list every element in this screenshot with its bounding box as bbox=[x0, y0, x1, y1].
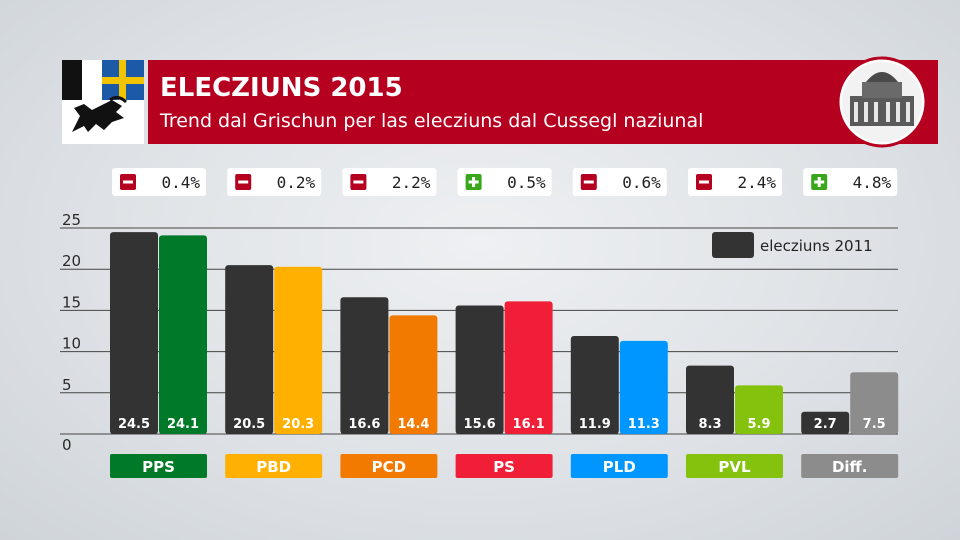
chart-subtitle: Trend dal Grischun per las elecziuns dal… bbox=[159, 110, 703, 132]
minus-icon bbox=[350, 174, 367, 190]
chart-title: ELECZIUNS 2015 bbox=[160, 73, 403, 103]
change-value: 4.8% bbox=[853, 173, 892, 192]
header-banner bbox=[148, 60, 938, 144]
y-tick-label: 5 bbox=[62, 376, 72, 394]
minus-icon bbox=[696, 174, 712, 190]
category-label: PLD bbox=[603, 458, 636, 476]
value-label-2015: 7.5 bbox=[863, 417, 886, 432]
graubuenden-coat-of-arms-icon bbox=[62, 60, 144, 144]
bars: 24.5 24.1 20.5 20.3 16.6 14.4 15.6 16.1 11.9 11.3… bbox=[110, 232, 899, 434]
category-box bbox=[455, 454, 553, 478]
federal-palace-icon bbox=[836, 56, 928, 148]
category-box bbox=[570, 454, 668, 478]
minus-icon bbox=[120, 174, 136, 190]
change-value: 0.4% bbox=[161, 173, 200, 192]
legend-label: elecziuns 2011 bbox=[760, 237, 873, 255]
bar-2011-pbd bbox=[225, 265, 274, 434]
value-label-2015: 16.1 bbox=[513, 417, 545, 432]
bar-2015-diff bbox=[850, 372, 899, 434]
value-label-2015: 5.9 bbox=[747, 417, 770, 432]
bar-2015-pld bbox=[619, 340, 668, 434]
change-value: 2.2% bbox=[392, 173, 431, 192]
minus-icon bbox=[580, 174, 597, 190]
category-label: Diff. bbox=[832, 458, 867, 476]
value-label-2015: 11.3 bbox=[628, 417, 660, 432]
value-label-2015: 24.1 bbox=[167, 417, 199, 432]
category-box bbox=[110, 454, 207, 478]
y-tick-label: 10 bbox=[62, 335, 81, 353]
legend: elecziuns 2011 bbox=[712, 232, 873, 258]
category-label: PVL bbox=[718, 458, 751, 476]
bar-2011-pvl bbox=[686, 365, 734, 434]
value-label-2011: 20.5 bbox=[233, 417, 265, 432]
bar-2011-pcd bbox=[340, 297, 389, 434]
plus-icon bbox=[811, 174, 828, 190]
category-label: PBD bbox=[256, 458, 291, 476]
bar-2011-ps bbox=[455, 305, 504, 434]
category-label: PPS bbox=[142, 458, 175, 476]
bar-2011-diff bbox=[801, 411, 850, 434]
change-value: 0.2% bbox=[277, 173, 316, 192]
value-label-2011: 2.7 bbox=[814, 417, 837, 432]
plus-icon bbox=[465, 174, 482, 190]
value-label-2011: 15.6 bbox=[464, 417, 496, 432]
category-labels: PPS PBD PCD PS PLD PVL Diff. bbox=[110, 454, 899, 478]
category-box bbox=[686, 454, 783, 478]
y-tick-label: 15 bbox=[62, 293, 81, 311]
bar-2015-pvl bbox=[735, 385, 783, 434]
bar-2015-pbd bbox=[274, 266, 323, 434]
change-value: 0.6% bbox=[622, 173, 661, 192]
change-value: 2.4% bbox=[737, 173, 776, 192]
bar-2011-pld bbox=[570, 335, 619, 434]
legend-swatch bbox=[712, 232, 754, 258]
y-tick-label: 25 bbox=[62, 211, 81, 229]
value-label-2011: 8.3 bbox=[698, 417, 721, 432]
category-label: PCD bbox=[372, 458, 406, 476]
category-box bbox=[801, 454, 899, 478]
value-label-2015: 14.4 bbox=[397, 417, 429, 432]
category-box bbox=[340, 454, 438, 478]
y-tick-label: 20 bbox=[62, 252, 81, 270]
y-tick-label: 0 bbox=[62, 436, 72, 454]
category-label: PS bbox=[493, 458, 515, 476]
value-label-2011: 11.9 bbox=[579, 417, 611, 432]
bar-2015-pps bbox=[159, 235, 207, 434]
value-label-2011: 16.6 bbox=[348, 417, 380, 432]
minus-icon bbox=[235, 174, 252, 190]
bar-2011-pps bbox=[110, 232, 158, 434]
bar-2015-ps bbox=[504, 301, 553, 434]
bar-2015-pcd bbox=[389, 315, 438, 434]
change-value: 0.5% bbox=[507, 173, 546, 192]
category-box bbox=[225, 454, 323, 478]
value-label-2015: 20.3 bbox=[282, 417, 314, 432]
value-label-2011: 24.5 bbox=[118, 417, 150, 432]
change-badges: 0.4% 0.2% 2.2% 0.5% 0.6% 2.4% 4.8% bbox=[112, 168, 898, 196]
